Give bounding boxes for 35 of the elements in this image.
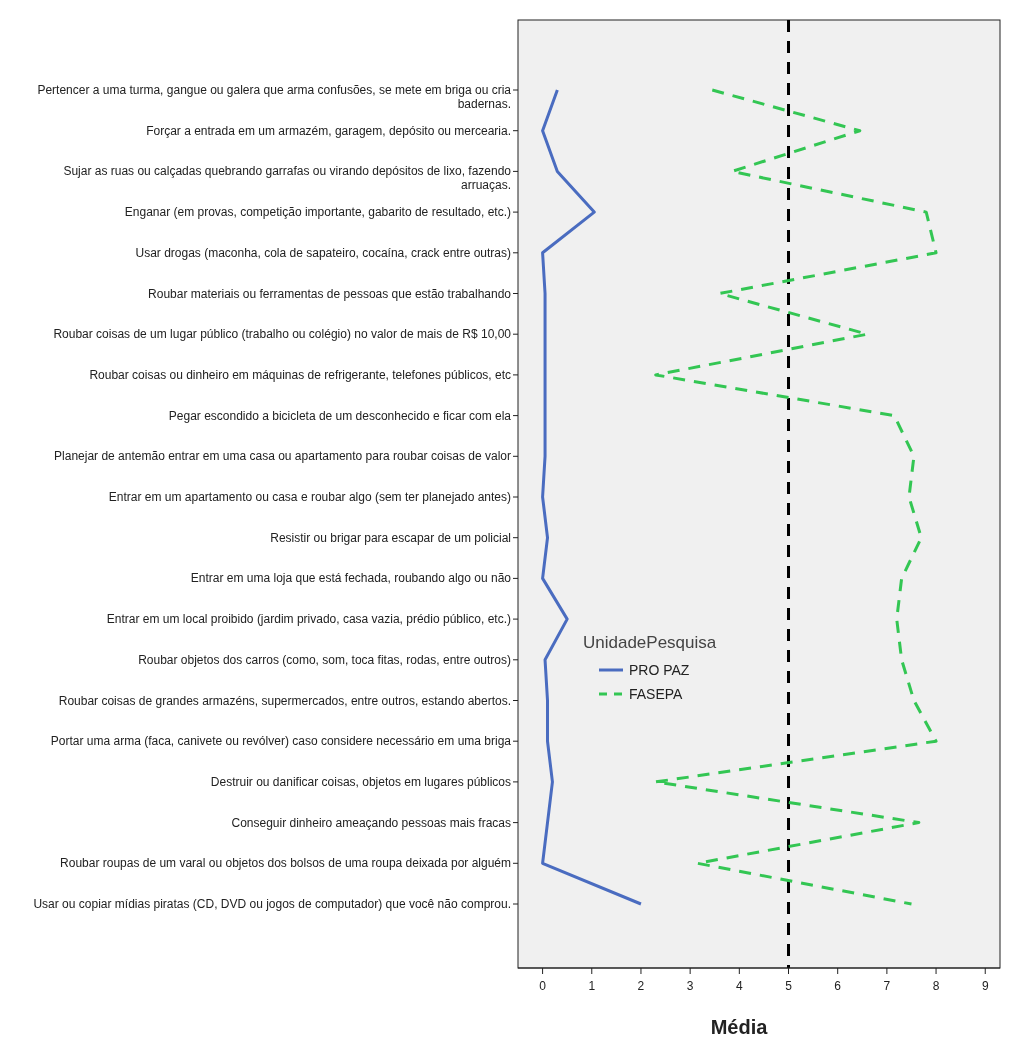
- y-tick-label: Pegar escondido a bicicleta de um desconhecido e ficar com ela: [168, 408, 512, 423]
- y-tick-label: Roubar materiais ou ferramentas de pessoas que estão trabalhando: [148, 286, 512, 301]
- y-tick-label: Roubar roupas de um varal ou objetos dos bolsos de uma roupa deixada por alguém: [60, 856, 511, 871]
- x-axis-title: Média: [710, 1016, 769, 1038]
- x-tick-label: 6: [834, 979, 842, 993]
- y-tick-label: Destruir ou danificar coisas, objetos em lugares públicos: [210, 774, 511, 789]
- y-tick-label: Usar drogas (maconha, cola de sapateiro, cocaína, crack entre outras): [135, 245, 511, 260]
- y-tick-label: Roubar coisas de um lugar público (trabalho ou colégio) no valor de mais de R$ 10,00: [53, 327, 512, 342]
- y-tick-label: Enganar (em provas, competição importante, gabarito de resultado, etc.): [124, 205, 511, 220]
- legend-label: PRO PAZ: [629, 662, 690, 678]
- x-tick-label: 3: [686, 979, 694, 993]
- x-tick-label: 0: [539, 979, 547, 993]
- y-tick-label: Forçar a entrada em um armazém, garagem, depósito ou mercearia.: [146, 123, 511, 138]
- y-tick-label: Planejar de antemão entrar em uma casa ou apartamento para roubar coisas de valor: [54, 449, 511, 464]
- legend-label: FASEPA: [629, 686, 684, 702]
- legend-title: UnidadePesquisa: [583, 633, 717, 652]
- y-tick-label: Roubar objetos dos carros (como, som, toca fitas, rodas, entre outros): [138, 652, 511, 667]
- x-tick-label: 7: [883, 979, 891, 993]
- y-tick-label: Entrar em um apartamento ou casa e roubar algo (sem ter planejado antes): [108, 490, 511, 504]
- y-tick-label: Usar ou copiar mídias piratas (CD, DVD ou jogos de computador) que você não comprou.: [33, 897, 511, 911]
- y-tick-label: Portar uma arma (faca, canivete ou revólver) caso considere necessário em uma briga: [50, 734, 512, 749]
- y-tick-label: Pertencer a uma turma, gangue ou galera que arma confusões, se mete em briga ou cria badernas.: [37, 83, 512, 111]
- y-tick-label: Roubar coisas de grandes armazéns, supermercados, entre outros, estando abertos.: [58, 693, 511, 708]
- y-tick-label: Roubar coisas ou dinheiro em máquinas de refrigerante, telefones públicos, etc: [89, 367, 511, 382]
- y-tick-label: Entrar em uma loja que está fechada, roubando algo ou não: [190, 571, 512, 586]
- y-tick-label: Resistir ou brigar para escapar de um policial: [270, 530, 511, 545]
- x-tick-label: 9: [981, 979, 989, 993]
- x-tick-label: 1: [588, 979, 596, 993]
- x-tick-label: 4: [735, 979, 743, 993]
- y-tick-label: Conseguir dinheiro ameaçando pessoas mais fracas: [231, 815, 511, 830]
- x-tick-label: 2: [637, 979, 645, 993]
- y-tick-label: Entrar em um local proibido (jardim privado, casa vazia, prédio público, etc.): [106, 612, 511, 627]
- x-tick-label: 8: [932, 979, 940, 993]
- y-tick-label: Sujar as ruas ou calçadas quebrando garrafas ou virando depósitos de lixo, fazendo arruaças.: [63, 164, 512, 193]
- x-tick-label: 5: [785, 979, 793, 993]
